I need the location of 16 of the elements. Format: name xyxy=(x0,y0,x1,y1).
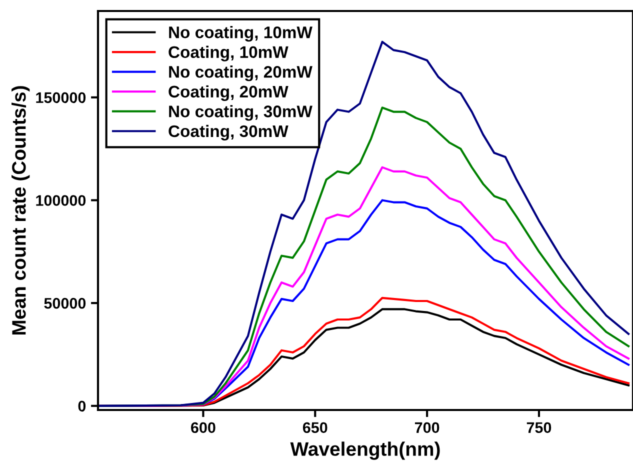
legend-label: No coating, 10mW xyxy=(169,26,312,42)
legend-label: Coating, 30mW xyxy=(168,124,288,140)
y-tick-label: 50000 xyxy=(44,298,86,309)
legend-label: No coating, 20mW xyxy=(169,66,312,82)
legend-label: Coating, 20mW xyxy=(168,85,288,101)
x-tick-label: 600 xyxy=(191,422,216,434)
y-tick-label: 0 xyxy=(78,400,86,412)
x-tick-label: 700 xyxy=(414,422,440,434)
legend-label: Coating, 10mW xyxy=(168,46,288,62)
x-axis-title: Wavelength(nm) xyxy=(290,442,440,460)
x-tick-label: 650 xyxy=(302,422,328,434)
y-tick-label: 150000 xyxy=(36,92,86,104)
legend-label: No coating, 30mW xyxy=(169,105,312,121)
y-axis-title: Mean count rate (Counts/s) xyxy=(12,86,30,335)
y-tick-label: 100000 xyxy=(36,195,86,206)
x-tick-label: 750 xyxy=(526,422,552,434)
